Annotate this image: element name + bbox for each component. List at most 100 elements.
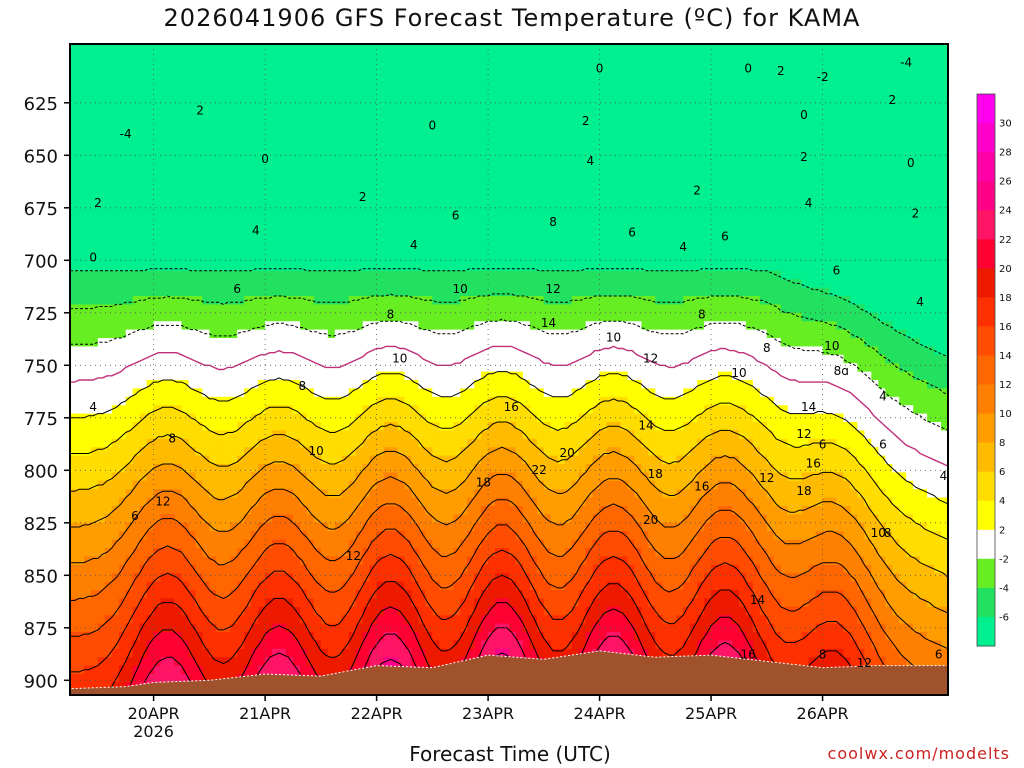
temperature-cell [188, 472, 197, 482]
temperature-cell [97, 422, 106, 431]
temperature-cell [425, 153, 433, 163]
temperature-cell [327, 497, 336, 507]
temperature-cell [223, 161, 231, 171]
temperature-cell [348, 590, 357, 599]
temperature-cell [509, 161, 517, 171]
temperature-cell [188, 548, 197, 557]
temperature-cell [97, 69, 106, 79]
temperature-cell [320, 237, 329, 247]
temperature-cell [265, 296, 273, 305]
temperature-cell [300, 237, 308, 247]
temperature-cell [509, 270, 517, 280]
temperature-cell [139, 548, 148, 557]
temperature-cell [502, 270, 510, 280]
temperature-cell [404, 363, 413, 373]
temperature-cell [258, 170, 266, 179]
temperature-cell [279, 665, 287, 675]
temperature-cell [139, 170, 148, 179]
temperature-cell [230, 489, 238, 499]
temperature-cell [327, 270, 336, 280]
temperature-cell [369, 186, 378, 196]
temperature-cell [474, 111, 482, 121]
temperature-cell [481, 144, 489, 154]
temperature-cell [369, 245, 378, 255]
temperature-cell [237, 405, 245, 415]
temperature-cell [188, 556, 197, 566]
temperature-cell [334, 203, 343, 213]
temperature-cell [425, 371, 433, 381]
temperature-cell [467, 245, 475, 255]
temperature-cell [481, 329, 489, 339]
temperature-cell [209, 522, 217, 532]
temperature-cell [411, 573, 419, 583]
temperature-cell [104, 338, 113, 347]
temperature-cell [306, 632, 315, 641]
temperature-cell [439, 102, 447, 112]
temperature-cell [237, 354, 245, 364]
temperature-cell [279, 405, 287, 415]
temperature-cell [306, 304, 315, 314]
temperature-cell [369, 396, 378, 406]
temperature-cell [195, 178, 203, 188]
temperature-cell [425, 321, 433, 331]
temperature-cell [418, 270, 426, 280]
temperature-cell [348, 86, 357, 95]
temperature-cell [460, 77, 468, 87]
temperature-cell [286, 506, 294, 515]
temperature-cell [439, 119, 447, 129]
temperature-cell [167, 497, 176, 507]
temperature-cell [146, 422, 155, 431]
temperature-cell [300, 354, 308, 364]
temperature-cell [446, 220, 454, 230]
temperature-cell [446, 615, 454, 625]
temperature-cell [341, 270, 350, 280]
temperature-cell [397, 506, 406, 515]
temperature-cell [153, 86, 162, 95]
temperature-cell [223, 60, 231, 70]
temperature-cell [432, 371, 440, 381]
temperature-cell [425, 304, 433, 314]
temperature-cell [251, 321, 259, 331]
temperature-cell [258, 329, 266, 339]
temperature-cell [306, 270, 315, 280]
temperature-cell [446, 464, 454, 473]
temperature-cell [376, 539, 385, 549]
temperature-cell [167, 153, 176, 163]
temperature-cell [439, 354, 447, 364]
temperature-cell [195, 136, 203, 146]
temperature-cell [230, 321, 238, 331]
temperature-cell [390, 531, 399, 541]
temperature-cell [104, 52, 113, 62]
temperature-cell [258, 321, 266, 331]
temperature-cell [453, 312, 461, 322]
temperature-cell [432, 464, 440, 473]
temperature-cell [132, 632, 141, 641]
temperature-cell [327, 296, 336, 305]
temperature-cell [153, 396, 162, 406]
temperature-cell [502, 380, 510, 389]
temperature-cell [300, 531, 308, 541]
temperature-cell [174, 287, 183, 297]
temperature-cell [502, 632, 510, 641]
temperature-cell [502, 497, 510, 507]
temperature-cell [293, 396, 301, 406]
temperature-cell [369, 405, 378, 415]
temperature-cell [153, 346, 162, 356]
temperature-cell [502, 254, 510, 263]
temperature-cell [118, 396, 127, 406]
temperature-cell [77, 590, 85, 599]
temperature-cell [223, 312, 231, 322]
temperature-cell [495, 581, 503, 591]
temperature-cell [139, 203, 148, 213]
temperature-cell [104, 388, 113, 398]
temperature-cell [209, 262, 217, 272]
temperature-cell [90, 346, 99, 356]
temperature-cell [313, 338, 322, 347]
temperature-cell [174, 136, 183, 146]
temperature-cell [411, 111, 419, 121]
temperature-cell [195, 480, 203, 490]
temperature-cell [188, 438, 197, 448]
temperature-cell [167, 77, 176, 87]
temperature-cell [300, 153, 308, 163]
temperature-cell [181, 464, 190, 473]
